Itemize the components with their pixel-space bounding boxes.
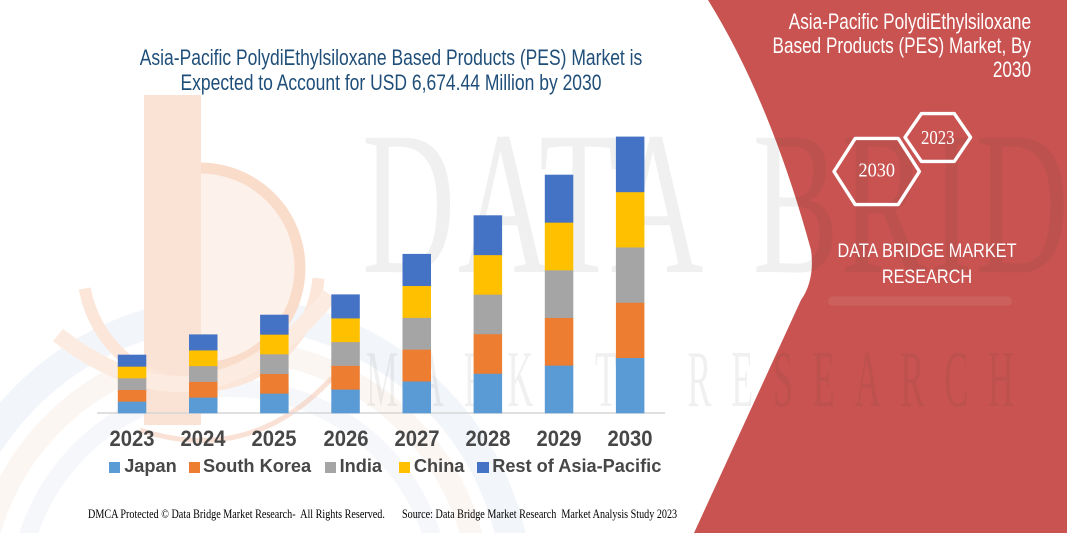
svg-text:MARKET RESEARCH: MARKET RESEARCH	[366, 336, 1034, 424]
svg-text:2030: 2030	[858, 161, 895, 182]
svg-text:2023: 2023	[921, 128, 955, 149]
